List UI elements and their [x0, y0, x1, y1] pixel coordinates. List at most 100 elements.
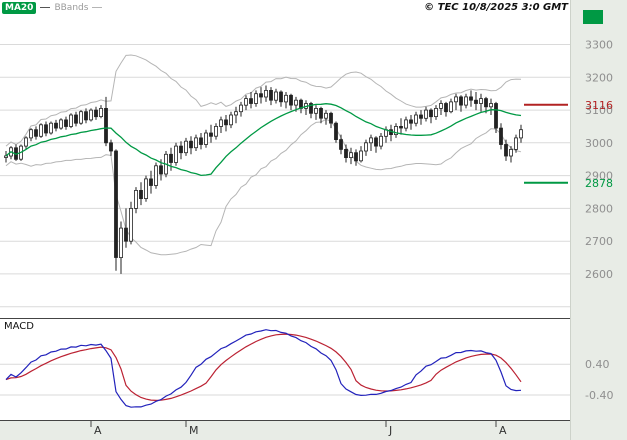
candle-body: [259, 93, 263, 98]
candle-body: [444, 103, 448, 113]
candle-body: [514, 137, 518, 150]
resistance-level-label: 3116: [585, 99, 613, 112]
candle-body: [154, 165, 158, 186]
macd-panel-label: MACD: [4, 321, 34, 332]
candle-body: [479, 98, 483, 104]
candle-body: [494, 103, 498, 129]
y-axis-label: 3100: [585, 104, 613, 117]
candle-body: [239, 104, 243, 113]
candle-body: [209, 132, 213, 137]
macd-signal-line: [5, 333, 522, 402]
y-axis-label: 2900: [585, 170, 613, 183]
candle-body: [404, 119, 408, 129]
y-axis-label: 2700: [585, 235, 613, 248]
candle-body: [459, 96, 463, 106]
axis-labels-layer: 3300 3200 3100 3000 2900 2800 2700 2600 3116 2878…: [90, 39, 613, 437]
candle-body: [149, 178, 153, 186]
candle-body: [64, 119, 68, 127]
candle-body: [379, 135, 383, 147]
candle-body: [54, 122, 58, 129]
candle-body: [399, 126, 403, 129]
candle-body: [144, 178, 148, 199]
support-level-label: 2878: [585, 177, 613, 190]
candle-body: [159, 165, 163, 175]
candle-body: [44, 124, 48, 134]
candle-body: [334, 122, 338, 140]
candle-body: [324, 112, 328, 119]
candle-body: [254, 93, 258, 104]
bollinger-upper-band: [5, 54, 522, 147]
support-resistance-layer: [524, 103, 568, 184]
month-label: M: [189, 424, 199, 437]
macd-axis-label: 0.40: [585, 358, 610, 371]
macd-lines-layer: [5, 329, 522, 408]
candle-body: [504, 144, 508, 157]
candle-body: [279, 91, 283, 103]
ma20-legend-badge: MA20: [2, 1, 37, 14]
ma20-line: [5, 103, 522, 177]
candle-body: [24, 137, 28, 147]
candle-body: [419, 114, 423, 119]
candle-body: [34, 129, 38, 137]
candle-body: [224, 119, 228, 126]
candle-body: [519, 129, 523, 139]
candle-body: [109, 142, 113, 152]
candle-body: [219, 119, 223, 127]
candle-body: [394, 126, 398, 136]
candle-body: [204, 132, 208, 145]
candle-body: [39, 124, 43, 137]
candle-body: [229, 114, 233, 126]
candle-body: [464, 96, 468, 106]
candle-body: [84, 111, 88, 121]
candle-body: [274, 91, 278, 101]
candle-body: [474, 99, 478, 104]
candle-body: [134, 189, 138, 209]
candle-body: [359, 150, 363, 162]
legend: MA20 BBands: [2, 1, 103, 14]
candles-layer: [4, 85, 523, 274]
candle-body: [374, 137, 378, 147]
candle-body: [179, 145, 183, 154]
candle-body: [139, 189, 143, 199]
bbands-legend-label: BBands: [54, 2, 89, 13]
candle-body: [194, 137, 198, 149]
candle-body: [289, 94, 293, 106]
candle-body: [429, 109, 433, 118]
candle-body: [454, 96, 458, 103]
candle-body: [309, 103, 313, 114]
candle-body: [349, 152, 353, 158]
y-axis-label: 2800: [585, 202, 613, 215]
candle-body: [264, 90, 268, 98]
macd-axis-label: -0.40: [585, 389, 613, 402]
candle-body: [4, 155, 8, 158]
candle-body: [354, 152, 358, 162]
y-axis-label: 3300: [585, 39, 613, 52]
candle-body: [409, 119, 413, 124]
candle-body: [49, 122, 53, 134]
candle-body: [119, 227, 123, 259]
candle-body: [339, 139, 343, 150]
candle-body: [169, 153, 173, 163]
candle-body: [284, 94, 288, 103]
candle-body: [199, 137, 203, 145]
bollinger-lower-band: [5, 118, 522, 256]
candle-body: [509, 148, 513, 157]
candle-body: [184, 140, 188, 154]
y-axis-label: 3200: [585, 71, 613, 84]
candle-body: [269, 90, 273, 101]
macd-line: [5, 329, 522, 408]
candle-body: [114, 150, 118, 258]
candle-body: [449, 101, 453, 113]
y-axis-label: 3000: [585, 137, 613, 150]
candle-body: [434, 108, 438, 118]
plot-background: [0, 0, 570, 420]
candle-body: [189, 140, 193, 149]
ma20-line-sample-icon: [40, 7, 51, 8]
month-label: A: [94, 424, 102, 437]
brand-mark: [583, 10, 603, 24]
candle-body: [124, 227, 128, 242]
candle-body: [29, 129, 33, 139]
copyright-text: © TEC 10/8/2025 3:0 GMT: [424, 2, 568, 13]
candle-body: [59, 119, 63, 129]
